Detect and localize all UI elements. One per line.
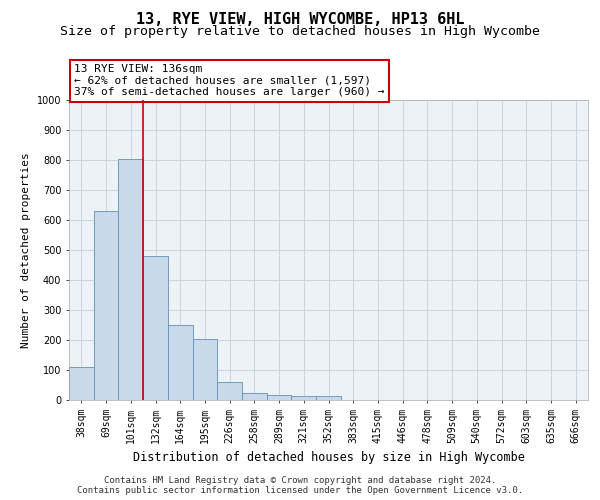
Y-axis label: Number of detached properties: Number of detached properties: [22, 152, 31, 348]
Bar: [168, 325, 193, 400]
Bar: [217, 382, 242, 400]
Bar: [292, 396, 316, 400]
Text: 13 RYE VIEW: 136sqm
← 62% of detached houses are smaller (1,597)
37% of semi-det: 13 RYE VIEW: 136sqm ← 62% of detached ho…: [74, 64, 385, 97]
Bar: [69, 367, 94, 400]
Bar: [267, 394, 292, 400]
Bar: [94, 211, 118, 400]
X-axis label: Distribution of detached houses by size in High Wycombe: Distribution of detached houses by size …: [133, 451, 524, 464]
Bar: [118, 158, 143, 400]
Text: Size of property relative to detached houses in High Wycombe: Size of property relative to detached ho…: [60, 25, 540, 38]
Bar: [316, 396, 341, 400]
Bar: [242, 392, 267, 400]
Text: Contains HM Land Registry data © Crown copyright and database right 2024.
Contai: Contains HM Land Registry data © Crown c…: [77, 476, 523, 495]
Bar: [193, 338, 217, 400]
Bar: [143, 256, 168, 400]
Text: 13, RYE VIEW, HIGH WYCOMBE, HP13 6HL: 13, RYE VIEW, HIGH WYCOMBE, HP13 6HL: [136, 12, 464, 28]
